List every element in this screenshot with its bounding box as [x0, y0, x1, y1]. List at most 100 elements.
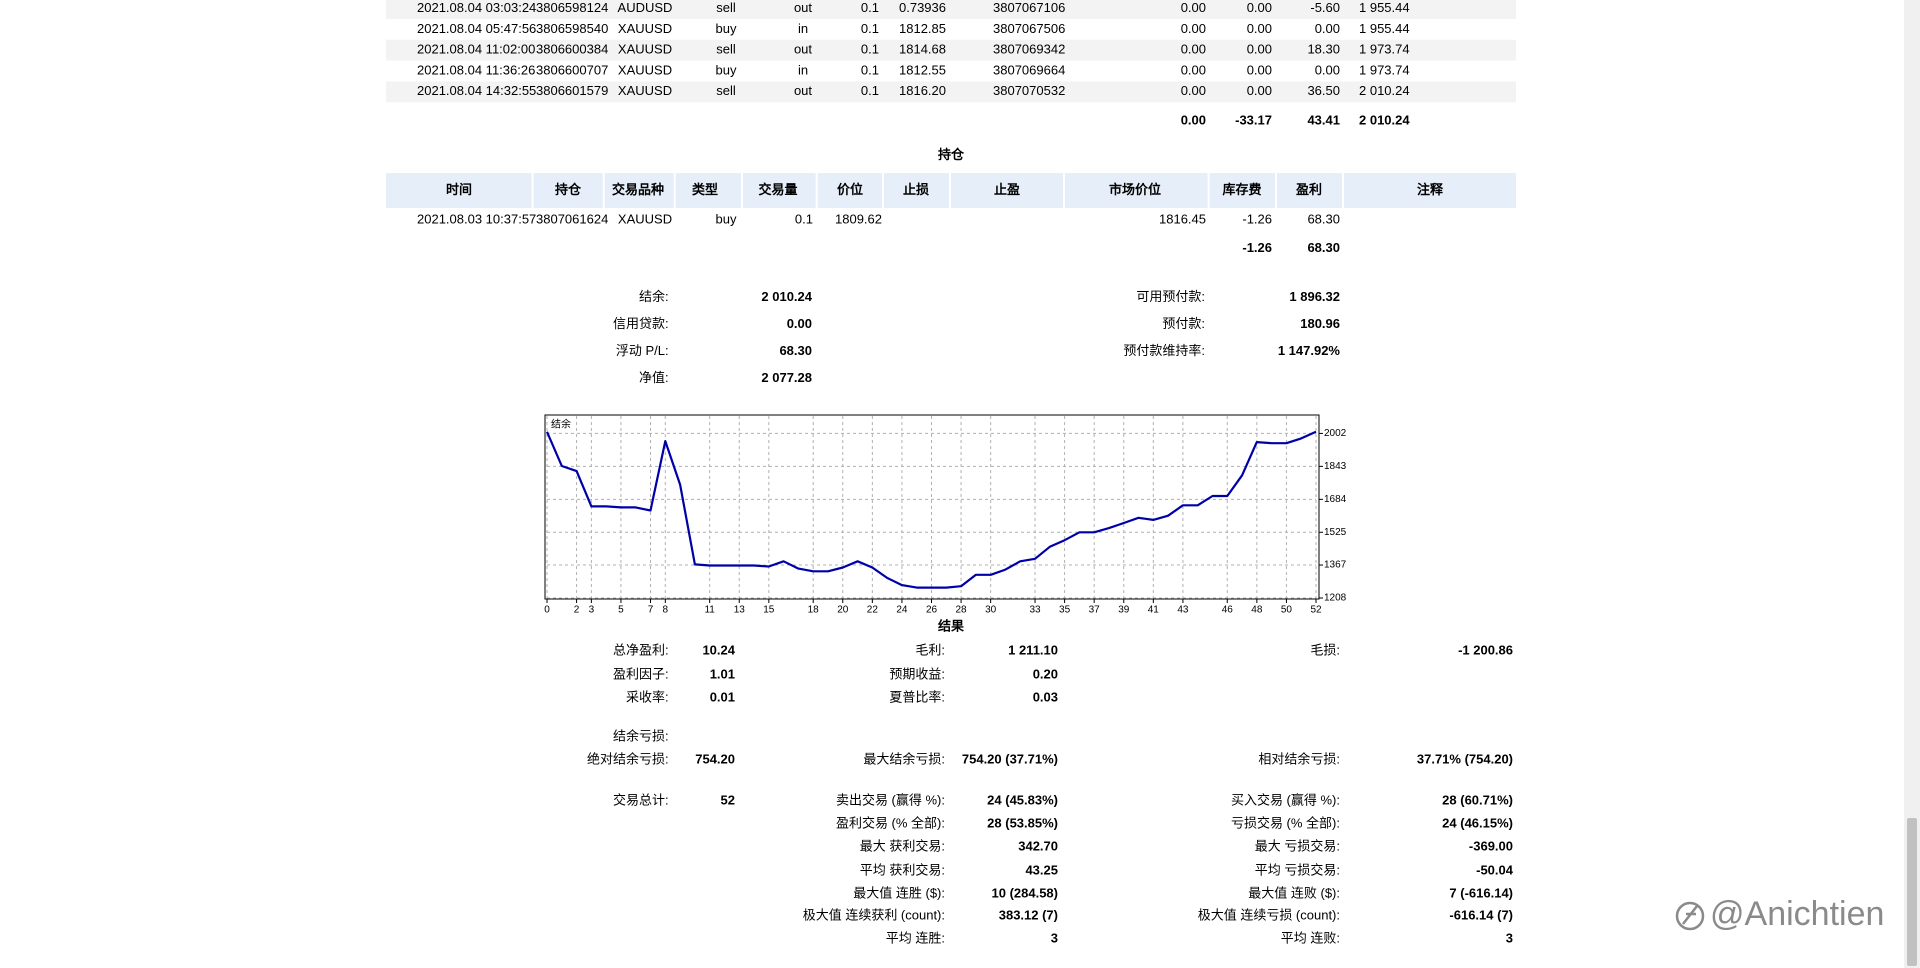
result-value: 24 (45.83%)	[987, 792, 1058, 807]
deal-cell: 0.00	[1181, 0, 1206, 15]
positions-header: 止损	[903, 182, 929, 197]
result-value: 52	[721, 792, 735, 807]
summary-value: 68.30	[779, 343, 812, 358]
x-tick-label: 41	[1148, 605, 1160, 616]
deal-cell: 0.73936	[899, 0, 946, 15]
deal-cell: 2021.08.04 11:36:26	[417, 62, 535, 77]
deal-cell: AUDUSD	[618, 0, 673, 15]
result-label: 卖出交易 (赢得 %):	[836, 792, 945, 807]
deal-cell: 36.50	[1307, 83, 1340, 98]
result-value: 754.20	[695, 751, 735, 766]
position-cell: buy	[716, 211, 737, 226]
deal-cell: buy	[716, 62, 737, 77]
deal-cell: 1 955.44	[1359, 21, 1410, 36]
x-tick-label: 24	[896, 605, 908, 616]
y-tick-label: 1843	[1324, 461, 1347, 472]
summary-label: 净值:	[639, 370, 669, 385]
balance-line	[545, 430, 1317, 589]
position-cell: 1809.62	[835, 211, 882, 226]
positions-header: 市场价位	[1109, 182, 1161, 197]
deal-cell: 0.00	[1247, 62, 1272, 77]
x-tick-label: 15	[763, 605, 775, 616]
chart-label: 结余	[551, 418, 571, 431]
scrollbar-track[interactable]	[1904, 0, 1920, 968]
deal-cell: 3807067506	[993, 21, 1065, 36]
result-value: 43.25	[1025, 862, 1058, 877]
deal-total: 0.00	[1181, 112, 1206, 127]
result-value: -1 200.86	[1458, 642, 1513, 657]
positions-header: 交易品种	[612, 182, 664, 197]
result-value: 3	[1051, 930, 1058, 945]
deal-cell: 0.00	[1247, 42, 1272, 57]
deal-total: 43.41	[1307, 112, 1340, 127]
x-tick-label: 48	[1251, 605, 1263, 616]
summary-value: 2 077.28	[761, 370, 812, 385]
result-label: 最大 获利交易:	[860, 838, 945, 853]
deal-cell: XAUUSD	[618, 62, 672, 77]
deal-cell: -5.60	[1310, 0, 1340, 15]
positions-header: 持仓	[555, 182, 582, 197]
result-label: 最大值 连胜 ($):	[853, 885, 945, 900]
x-tick-label: 3	[589, 605, 595, 616]
scrollbar-thumb[interactable]	[1907, 818, 1917, 966]
deal-cell: 0.1	[861, 0, 879, 15]
y-tick-label: 1525	[1324, 527, 1347, 538]
result-value: 3	[1506, 930, 1513, 945]
deal-cell: 3807067106	[993, 0, 1065, 15]
position-cell: 3807061624	[536, 211, 608, 226]
result-value: 0.20	[1033, 666, 1058, 681]
deal-cell: in	[798, 62, 808, 77]
positions-title: 持仓	[938, 147, 965, 162]
result-label: 毛损:	[1310, 642, 1340, 657]
result-label: 平均 亏损交易:	[1255, 862, 1340, 877]
deal-cell: buy	[716, 21, 737, 36]
x-tick-label: 46	[1222, 605, 1234, 616]
result-label: 最大 亏损交易:	[1255, 838, 1340, 853]
result-value: 1 211.10	[1008, 642, 1058, 657]
deal-cell: 3807069342	[993, 42, 1065, 57]
deal-cell: 3807069664	[993, 62, 1065, 77]
result-value: 10 (284.58)	[992, 885, 1059, 900]
positions-header: 止盈	[994, 182, 1020, 197]
deal-cell: 0.00	[1181, 62, 1206, 77]
deal-cell: 0.00	[1247, 83, 1272, 98]
y-tick-label: 1367	[1324, 560, 1347, 571]
deal-cell: 3806598540	[536, 21, 608, 36]
summary-value: 180.96	[1300, 316, 1340, 331]
deal-cell: 3806601579	[536, 83, 608, 98]
x-tick-label: 8	[663, 605, 669, 616]
result-value: 1.01	[710, 666, 735, 681]
summary-label: 结余:	[639, 289, 669, 304]
position-cell: XAUUSD	[618, 211, 672, 226]
result-value: 383.12 (7)	[999, 907, 1058, 922]
result-label: 采收率:	[626, 689, 669, 704]
deal-cell: out	[794, 42, 812, 57]
deal-cell: 1 955.44	[1359, 0, 1410, 15]
deal-cell: out	[794, 0, 812, 15]
deal-cell: 3807070532	[993, 83, 1065, 98]
summary-label: 浮动 P/L:	[616, 343, 669, 358]
deal-cell: 1812.85	[899, 21, 946, 36]
deal-cell: out	[794, 83, 812, 98]
x-tick-label: 22	[867, 605, 879, 616]
deal-cell: sell	[716, 0, 736, 15]
x-tick-label: 2	[574, 605, 580, 616]
positions-header: 注释	[1417, 182, 1444, 197]
result-value: 0.01	[710, 689, 735, 704]
deal-row-bg	[386, 39, 1516, 61]
x-tick-label: 18	[808, 605, 820, 616]
x-tick-label: 20	[837, 605, 849, 616]
deal-cell: 0.1	[861, 83, 879, 98]
result-value: 7 (-616.14)	[1449, 885, 1513, 900]
positions-header: 类型	[692, 182, 718, 197]
deal-cell: 1 973.74	[1359, 42, 1410, 57]
x-tick-label: 5	[618, 605, 624, 616]
deal-cell: sell	[716, 42, 736, 57]
result-label: 夏普比率:	[889, 689, 945, 704]
x-tick-label: 37	[1089, 605, 1101, 616]
deal-cell: 1812.55	[899, 62, 946, 77]
result-value: 28 (60.71%)	[1442, 792, 1513, 807]
deal-cell: 0.00	[1181, 21, 1206, 36]
x-tick-label: 33	[1029, 605, 1041, 616]
